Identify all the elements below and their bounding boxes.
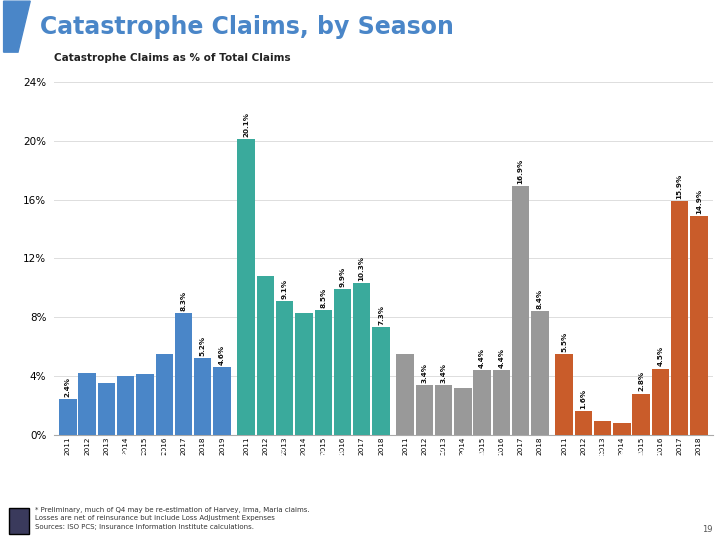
Bar: [531, 312, 549, 435]
Bar: [315, 310, 332, 435]
Bar: [136, 374, 153, 435]
Text: 7.3%: 7.3%: [378, 305, 384, 325]
Text: 19: 19: [702, 525, 713, 534]
Text: 4.5%: 4.5%: [657, 346, 663, 367]
Text: 4.4%: 4.4%: [479, 348, 485, 368]
Bar: [117, 376, 135, 435]
Bar: [555, 354, 572, 435]
Text: 15.9%: 15.9%: [677, 174, 683, 199]
Text: 3.4%: 3.4%: [421, 362, 428, 382]
Bar: [372, 327, 390, 435]
Bar: [257, 276, 274, 435]
FancyBboxPatch shape: [9, 508, 29, 534]
Text: 2nd Quarter: 2nd Quarter: [278, 448, 349, 458]
Text: 5.2%: 5.2%: [199, 336, 206, 356]
Text: 9.1%: 9.1%: [282, 279, 288, 299]
Bar: [613, 423, 631, 435]
Text: 4.4%: 4.4%: [498, 348, 505, 368]
Text: 10.3%: 10.3%: [359, 256, 365, 281]
Text: Catastrophe Claims Hit Hardest in Second and Third Quarters.: Catastrophe Claims Hit Hardest in Second…: [116, 477, 604, 491]
Text: 14.9%: 14.9%: [696, 188, 702, 214]
Text: 8.4%: 8.4%: [537, 289, 543, 309]
Text: 16.9%: 16.9%: [518, 159, 523, 184]
Text: 1st Quarter: 1st Quarter: [111, 448, 179, 458]
Bar: [353, 284, 370, 435]
Text: 3.4%: 3.4%: [441, 362, 446, 382]
Bar: [594, 422, 611, 435]
Bar: [690, 216, 708, 435]
Bar: [295, 313, 312, 435]
Text: 3rd Quarter: 3rd Quarter: [438, 448, 507, 458]
Text: 1.6%: 1.6%: [580, 389, 586, 409]
Bar: [175, 313, 192, 435]
Text: Catastrophe Claims as % of Total Claims: Catastrophe Claims as % of Total Claims: [54, 52, 291, 63]
Bar: [276, 301, 293, 435]
Bar: [98, 383, 115, 435]
Text: 8.3%: 8.3%: [181, 291, 186, 310]
Bar: [575, 411, 592, 435]
Text: 20.1%: 20.1%: [243, 112, 249, 137]
Bar: [652, 369, 669, 435]
Text: 2.8%: 2.8%: [638, 371, 644, 392]
Text: 4th Quarter: 4th Quarter: [597, 448, 666, 458]
Text: 5.5%: 5.5%: [561, 332, 567, 352]
Bar: [671, 201, 688, 435]
Bar: [334, 289, 351, 435]
Bar: [59, 400, 76, 435]
Text: 8.5%: 8.5%: [320, 287, 326, 308]
Text: * Preliminary, much of Q4 may be re-estimation of Harvey, Irma, Maria claims.
Lo: * Preliminary, much of Q4 may be re-esti…: [35, 507, 309, 530]
Bar: [435, 385, 452, 435]
Bar: [78, 373, 96, 435]
Bar: [213, 367, 230, 435]
Bar: [156, 354, 173, 435]
Bar: [454, 388, 472, 435]
Text: Catastrophe Claims, by Season: Catastrophe Claims, by Season: [40, 15, 454, 39]
Bar: [397, 354, 414, 435]
Bar: [415, 385, 433, 435]
Bar: [194, 359, 212, 435]
Polygon shape: [4, 1, 30, 52]
Bar: [492, 370, 510, 435]
Text: 9.9%: 9.9%: [339, 267, 346, 287]
Bar: [512, 186, 529, 435]
Text: 4.6%: 4.6%: [219, 345, 225, 365]
Bar: [474, 370, 491, 435]
Bar: [632, 394, 649, 435]
Text: 2.4%: 2.4%: [65, 377, 71, 397]
Bar: [238, 139, 255, 435]
